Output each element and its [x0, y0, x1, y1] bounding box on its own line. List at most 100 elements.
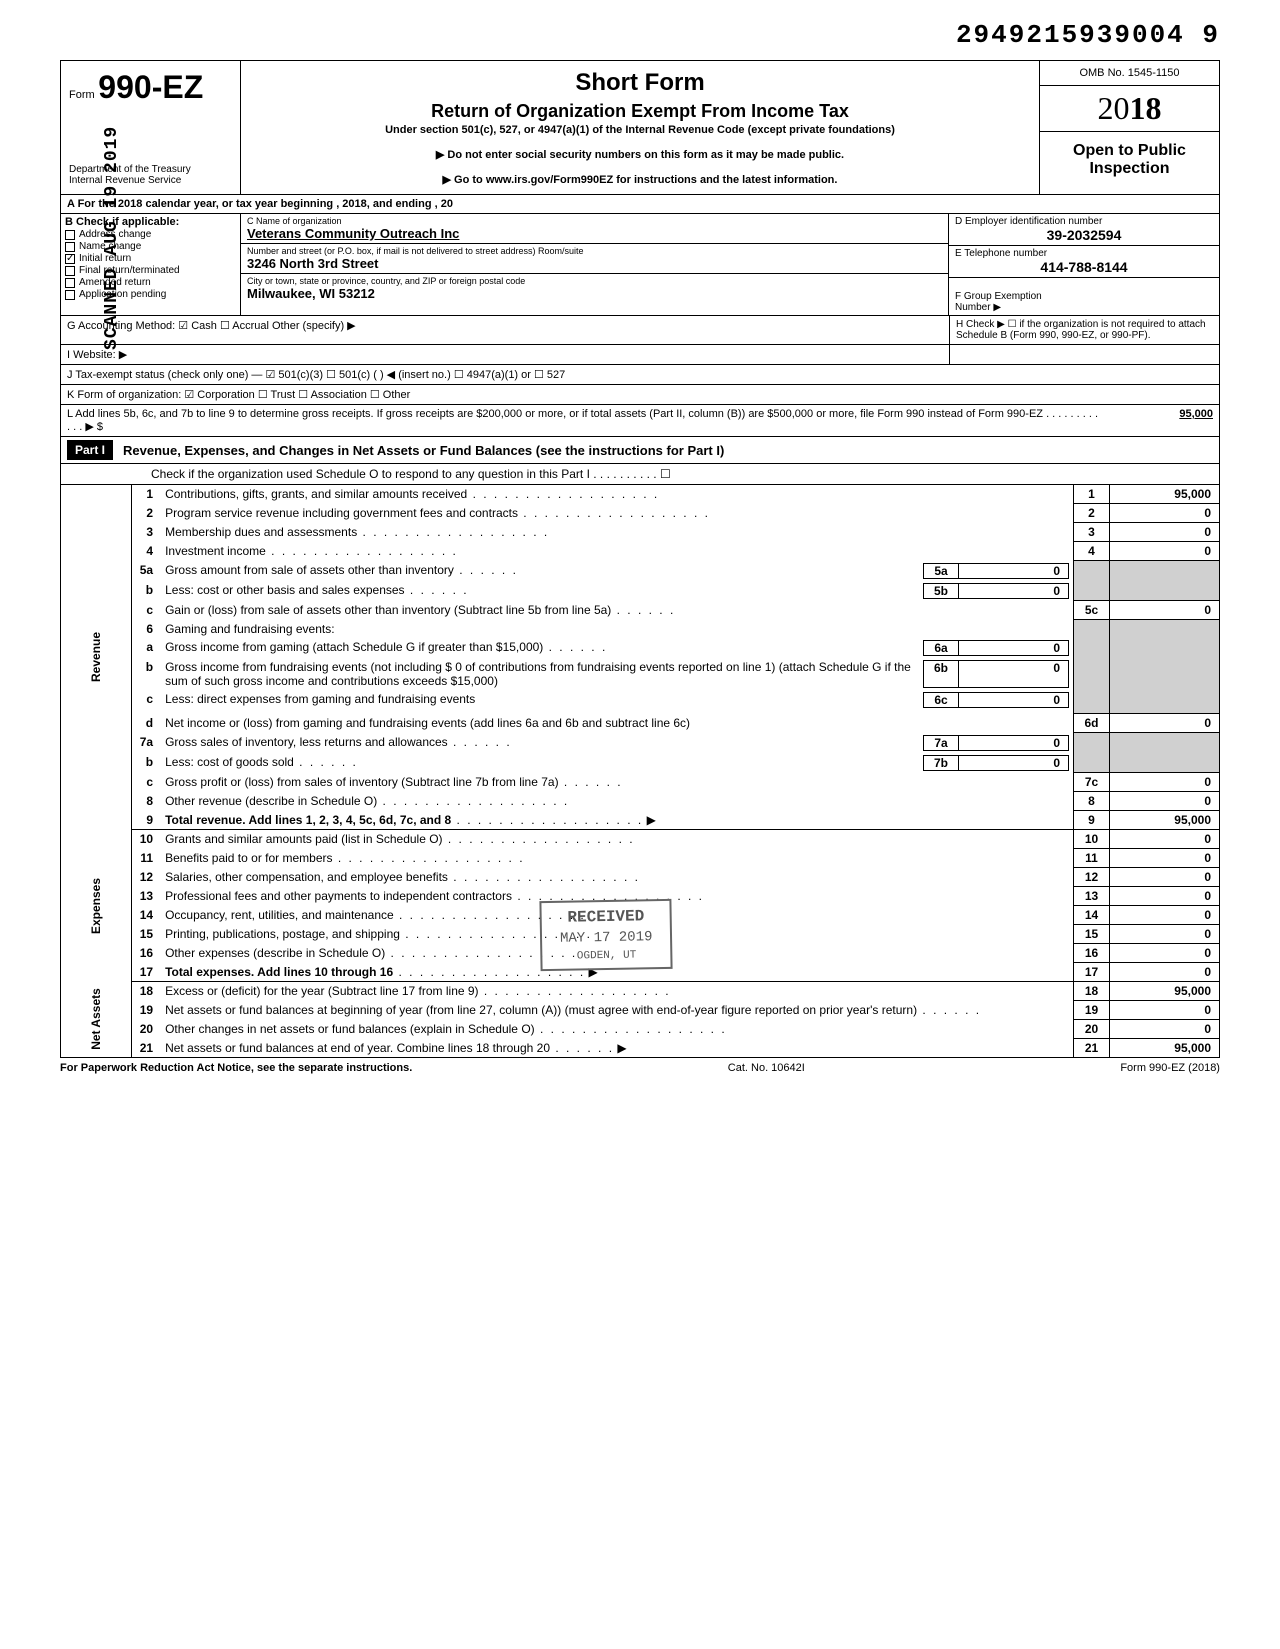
city-value: Milwaukee, WI 53212 — [247, 286, 942, 301]
line-3-desc: Membership dues and assessments — [165, 525, 357, 539]
amt-16: 0 — [1110, 944, 1220, 963]
phone-cell: E Telephone number 414-788-8144 — [949, 246, 1219, 278]
org-name-label: C Name of organization — [247, 216, 942, 226]
expenses-sidebar: Expenses — [61, 830, 132, 982]
phone-label: E Telephone number — [955, 248, 1213, 259]
line-6d-desc: Net income or (loss) from gaming and fun… — [165, 716, 690, 730]
line-6-desc: Gaming and fundraising events: — [161, 620, 1073, 638]
b-header: B Check if applicable: — [65, 216, 236, 228]
row-l-amount: 95,000 — [1103, 408, 1213, 433]
box-1: 1 — [1074, 485, 1110, 504]
year-prefix: 20 — [1098, 90, 1130, 126]
rows-g-to-l: G Accounting Method: ☑ Cash ☐ Accrual Ot… — [60, 316, 1220, 437]
inner-amt-6a: 0 — [959, 640, 1069, 656]
line-12-desc: Salaries, other compensation, and employ… — [165, 870, 448, 884]
row-a-calendar-year: A For the 2018 calendar year, or tax yea… — [60, 195, 1220, 214]
line-21-desc: Net assets or fund balances at end of ye… — [165, 1041, 550, 1055]
row-h: H Check ▶ ☐ if the organization is not r… — [949, 316, 1219, 344]
line-19-desc: Net assets or fund balances at beginning… — [165, 1003, 917, 1017]
line-11-desc: Benefits paid to or for members — [165, 851, 332, 865]
amt-18: 95,000 — [1110, 982, 1220, 1001]
org-name-row: C Name of organization Veterans Communit… — [241, 214, 948, 244]
line-20-desc: Other changes in net assets or fund bala… — [165, 1022, 535, 1036]
line-5c-desc: Gain or (loss) from sale of assets other… — [165, 603, 611, 617]
amt-9: 95,000 — [1110, 811, 1220, 830]
ein-label: D Employer identification number — [955, 216, 1213, 227]
amt-5c: 0 — [1110, 601, 1220, 620]
group-label: F Group Exemption Number ▶ — [955, 291, 1042, 313]
footer: For Paperwork Reduction Act Notice, see … — [60, 1062, 1220, 1074]
line-1-desc: Contributions, gifts, grants, and simila… — [165, 487, 467, 501]
org-name: Veterans Community Outreach Inc — [247, 226, 942, 241]
chk-application-pending[interactable]: Application pending — [65, 289, 236, 300]
row-j: J Tax-exempt status (check only one) — ☑… — [61, 365, 1219, 384]
line-10-desc: Grants and similar amounts paid (list in… — [165, 832, 442, 846]
inner-amt-5b: 0 — [959, 583, 1069, 599]
chk-initial-return[interactable]: Initial return — [65, 253, 236, 264]
under-section: Under section 501(c), 527, or 4947(a)(1)… — [249, 124, 1031, 136]
inner-6a: 6a — [923, 640, 959, 656]
line-7a-desc: Gross sales of inventory, less returns a… — [165, 735, 448, 749]
line-7c-desc: Gross profit or (loss) from sales of inv… — [165, 775, 558, 789]
line-9-desc: Total revenue. Add lines 1, 2, 3, 4, 5c,… — [165, 813, 451, 827]
inner-5a: 5a — [923, 563, 959, 579]
header-center: Short Form Return of Organization Exempt… — [241, 61, 1039, 194]
amt-19: 0 — [1110, 1001, 1220, 1020]
chk-name-change[interactable]: Name change — [65, 241, 236, 252]
line-17-desc: Total expenses. Add lines 10 through 16 — [165, 965, 393, 979]
line-4-desc: Investment income — [165, 544, 266, 558]
addr-value: 3246 North 3rd Street — [247, 256, 942, 271]
part1-title: Revenue, Expenses, and Changes in Net As… — [123, 443, 724, 458]
amt-6d: 0 — [1110, 714, 1220, 733]
inner-amt-7b: 0 — [959, 755, 1069, 771]
column-c: C Name of organization Veterans Communit… — [241, 214, 949, 315]
footer-center: Cat. No. 10642I — [728, 1062, 805, 1074]
amt-11: 0 — [1110, 849, 1220, 868]
amt-4: 0 — [1110, 542, 1220, 561]
footer-left: For Paperwork Reduction Act Notice, see … — [60, 1062, 412, 1074]
inner-6c: 6c — [923, 692, 959, 708]
amt-12: 0 — [1110, 868, 1220, 887]
part1-table: Revenue 1 Contributions, gifts, grants, … — [60, 485, 1220, 1058]
ein-value: 39-2032594 — [955, 227, 1213, 243]
inner-6b: 6b — [923, 660, 959, 688]
inner-7a: 7a — [923, 735, 959, 751]
inner-amt-5a: 0 — [959, 563, 1069, 579]
line-14-desc: Occupancy, rent, utilities, and maintena… — [165, 908, 394, 922]
line-13-desc: Professional fees and other payments to … — [165, 889, 512, 903]
amt-17: 0 — [1110, 963, 1220, 982]
line-6a-desc: Gross income from gaming (attach Schedul… — [165, 640, 543, 654]
open-public: Open to Public Inspection — [1040, 132, 1219, 188]
city-label: City or town, state or province, country… — [247, 276, 942, 286]
inner-amt-6b: 0 — [959, 660, 1069, 688]
chk-address-change[interactable]: Address change — [65, 229, 236, 240]
year-bold: 18 — [1130, 90, 1162, 126]
row-l-text: L Add lines 5b, 6c, and 7b to line 9 to … — [67, 408, 1103, 433]
line-8-desc: Other revenue (describe in Schedule O) — [165, 794, 377, 808]
amt-21: 95,000 — [1110, 1039, 1220, 1058]
chk-amended-return[interactable]: Amended return — [65, 277, 236, 288]
part1-label: Part I — [67, 440, 113, 460]
header-left: Form 990-EZ Department of the Treasury I… — [61, 61, 241, 194]
line-7b-desc: Less: cost of goods sold — [165, 755, 294, 769]
line-5a-desc: Gross amount from sale of assets other t… — [165, 563, 454, 577]
chk-final-return[interactable]: Final return/terminated — [65, 265, 236, 276]
line-6b-desc: Gross income from fundraising events (no… — [165, 660, 923, 688]
column-b: B Check if applicable: Address change Na… — [61, 214, 241, 315]
line-5b-desc: Less: cost or other basis and sales expe… — [165, 583, 404, 597]
line-15-desc: Printing, publications, postage, and shi… — [165, 927, 400, 941]
addr-label: Number and street (or P.O. box, if mail … — [247, 246, 942, 256]
inner-5b: 5b — [923, 583, 959, 599]
form-prefix: Form — [69, 89, 95, 101]
inner-7b: 7b — [923, 755, 959, 771]
amt-1: 95,000 — [1110, 485, 1220, 504]
amt-20: 0 — [1110, 1020, 1220, 1039]
goto-line: ▶ Go to www.irs.gov/Form990EZ for instru… — [249, 173, 1031, 186]
addr-row: Number and street (or P.O. box, if mail … — [241, 244, 948, 274]
line-2-desc: Program service revenue including govern… — [165, 506, 518, 520]
document-number: 2949215939004 9 — [60, 20, 1220, 50]
line-num: 1 — [131, 485, 161, 504]
inner-amt-7a: 0 — [959, 735, 1069, 751]
amt-7c: 0 — [1110, 773, 1220, 792]
inner-amt-6c: 0 — [959, 692, 1069, 708]
